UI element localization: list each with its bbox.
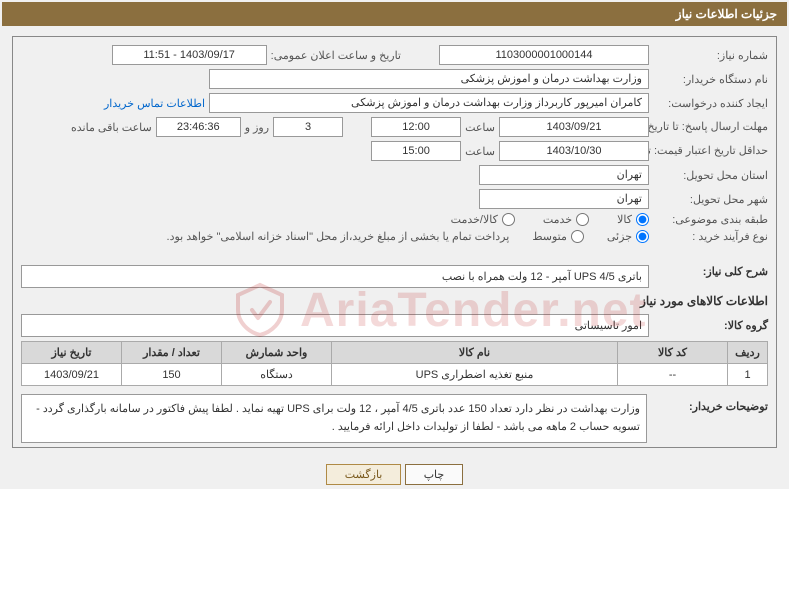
subject-class-label: طبقه بندی موضوعی: [653,213,768,226]
contact-link[interactable]: اطلاعات تماس خریدار [104,97,205,110]
goods-info-title: اطلاعات کالاهای مورد نیاز [21,294,768,308]
deadline-send-hour-field: 12:00 [371,117,461,137]
days-value-field: 3 [273,117,343,137]
radio-khadamat-label: خدمت [543,213,572,226]
th-code: کد کالا [618,342,728,364]
hour-label-2: ساعت [465,145,495,158]
min-validity-date-field: 1403/10/30 [499,141,649,161]
overall-desc-label: شرح کلی نیاز: [653,265,768,278]
min-validity-label: حداقل تاریخ اعتبار قیمت: تا تاریخ: [653,144,768,158]
delivery-city-label: شهر محل تحویل: [653,193,768,206]
goods-group-label: گروه کالا: [653,319,768,332]
requester-label: ایجاد کننده درخواست: [653,97,768,110]
purchase-type-label: نوع فرآیند خرید : [653,230,768,243]
th-date: تاریخ نیاز [22,342,122,364]
announce-date-label: تاریخ و ساعت اعلان عمومی: [271,49,401,62]
hour-label-1: ساعت [465,121,495,134]
goods-group-field: امور تاسیساتی [21,314,649,337]
back-button[interactable]: بازگشت [326,464,402,485]
buyer-device-label: نام دستگاه خریدار: [653,73,768,86]
buyer-explain-label: توضیحات خریدار: [653,390,768,413]
delivery-city-field: تهران [479,189,649,209]
radio-motavaset-label: متوسط [532,230,567,243]
buyer-explain-field: وزارت بهداشت در نظر دارد تعداد 150 عدد ب… [21,394,647,443]
table-cell: دستگاه [222,364,332,386]
buyer-device-field: وزارت بهداشت درمان و اموزش پزشکی [209,69,649,89]
th-qty: تعداد / مقدار [122,342,222,364]
purchase-note: پرداخت تمام یا بخشی از مبلغ خرید،از محل … [167,230,510,243]
table-cell: 1 [728,364,768,386]
delivery-province-label: استان محل تحویل: [653,169,768,182]
radio-kalakhadamat-label: کالا/خدمت [451,213,498,226]
table-cell: منبع تغذیه اضطراری UPS [332,364,618,386]
buttons-row: چاپ بازگشت [2,458,787,487]
remaining-label: ساعت باقی مانده [71,121,152,134]
radio-khadamat[interactable] [576,213,589,226]
table-cell: -- [618,364,728,386]
remaining-time-field: 23:46:36 [156,117,241,137]
th-unit: واحد شمارش [222,342,332,364]
table-cell: 150 [122,364,222,386]
deadline-send-label: مهلت ارسال پاسخ: تا تاریخ: [653,120,768,134]
goods-table: ردیف کد کالا نام کالا واحد شمارش تعداد /… [21,341,768,386]
announce-date-field: 1403/09/17 - 11:51 [112,45,267,65]
table-cell: 1403/09/21 [22,364,122,386]
th-row: ردیف [728,342,768,364]
radio-jozi-label: جزئی [607,230,632,243]
print-button[interactable]: چاپ [405,464,464,485]
days-label: روز و [245,121,269,134]
min-validity-hour-field: 15:00 [371,141,461,161]
radio-jozi[interactable] [636,230,649,243]
need-number-label: شماره نیاز: [653,49,768,62]
panel-header: جزئیات اطلاعات نیاز [2,2,787,26]
deadline-send-date-field: 1403/09/21 [499,117,649,137]
radio-kala-label: کالا [617,213,632,226]
radio-kala[interactable] [636,213,649,226]
table-row: 1--منبع تغذیه اضطراری UPSدستگاه1501403/0… [22,364,768,386]
overall-desc-field: باتری UPS 4/5 آمپر - 12 ولت همراه با نصب [21,265,649,288]
radio-motavaset[interactable] [571,230,584,243]
radio-kalakhadamat[interactable] [502,213,515,226]
delivery-province-field: تهران [479,165,649,185]
th-name: نام کالا [332,342,618,364]
requester-field: کامران امیرپور کاربرداز وزارت بهداشت درم… [209,93,649,113]
need-number-field: 1103000001000144 [439,45,649,65]
content-panel: شماره نیاز: 1103000001000144 تاریخ و ساع… [12,36,777,448]
